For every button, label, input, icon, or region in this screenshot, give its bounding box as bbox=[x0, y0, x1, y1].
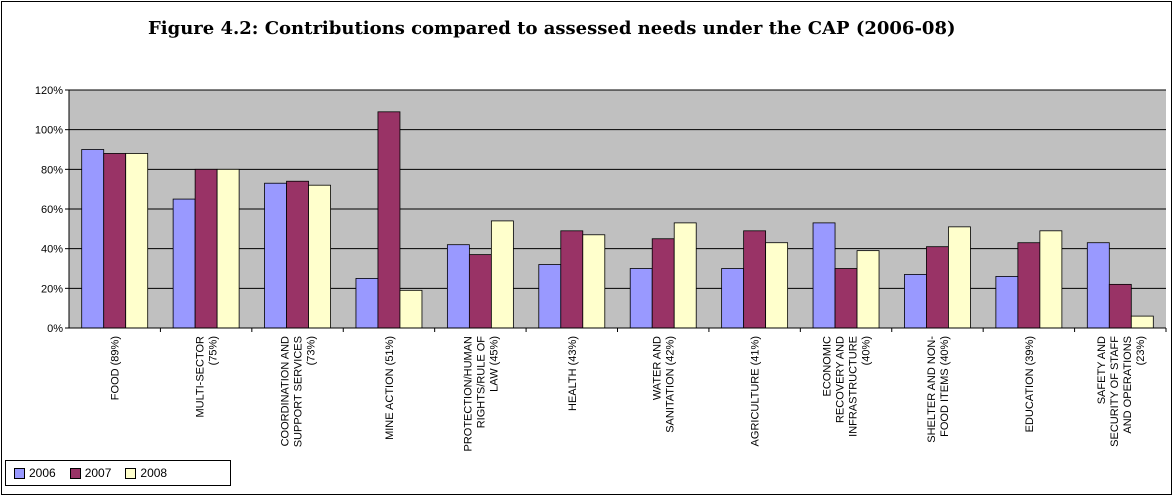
bar-2007 bbox=[834, 268, 858, 329]
x-category-label: HEALTH (43%) bbox=[567, 336, 579, 411]
bar-2008 bbox=[948, 226, 971, 329]
x-category-label: SHELTER AND NON- FOOD ITEMS (40%) bbox=[926, 336, 951, 443]
x-category-label: WATER AND SANITATION (42%) bbox=[652, 336, 677, 433]
figure-title: Figure 4.2: Contributions compared to as… bbox=[148, 18, 956, 39]
bar-2008 bbox=[673, 222, 697, 329]
legend-item-2007: 2007 bbox=[69, 466, 112, 480]
bar-2007 bbox=[1017, 242, 1041, 329]
y-tick-label: 60% bbox=[41, 204, 63, 216]
y-tick-label: 0% bbox=[47, 323, 63, 335]
x-category-label-line: COORDINATION AND bbox=[280, 336, 292, 446]
legend-item-2008: 2008 bbox=[125, 466, 167, 480]
x-category-label: PROTECTION/HUMAN RIGHTS/RULE OF LAW (45%) bbox=[462, 336, 500, 452]
legend-swatch bbox=[125, 467, 137, 479]
bar-2006 bbox=[995, 276, 1019, 329]
bar-2006 bbox=[264, 182, 287, 329]
bars bbox=[81, 111, 1154, 329]
legend-label: 2007 bbox=[84, 466, 112, 480]
x-category-label-line: LAW (45%) bbox=[488, 336, 500, 392]
bar-2006 bbox=[538, 264, 562, 329]
bar-2008 bbox=[1130, 315, 1154, 329]
y-tick-label: 40% bbox=[41, 244, 63, 256]
bar-2006 bbox=[1086, 242, 1110, 329]
legend-swatch bbox=[14, 467, 25, 479]
bar-2007 bbox=[926, 246, 949, 329]
legend-label: 2006 bbox=[29, 466, 56, 480]
legend-label: 2008 bbox=[140, 466, 168, 480]
bar-2007 bbox=[377, 111, 401, 329]
bar-2007 bbox=[1108, 283, 1132, 329]
x-category-label-line: PROTECTION/HUMAN bbox=[462, 336, 474, 452]
bar-2008 bbox=[582, 234, 606, 329]
y-tick-label: 20% bbox=[41, 283, 63, 295]
x-category-label-line: SANITATION (42%) bbox=[665, 336, 677, 433]
bar-2006 bbox=[721, 268, 745, 329]
x-category-label: ECONOMIC RECOVERY AND INFRASTRUCTURE (40%) bbox=[822, 336, 873, 437]
legend: 2006 2007 2008 bbox=[5, 460, 231, 486]
x-category-label-line: EDUCATION (39%) bbox=[1024, 336, 1036, 432]
x-category-label: COORDINATION AND SUPPORT SERVICES (73%) bbox=[280, 336, 318, 447]
bar-2007 bbox=[743, 230, 767, 329]
x-category-label-line: FOOD ITEMS (40%) bbox=[939, 336, 951, 437]
bar-2008 bbox=[1039, 230, 1063, 329]
x-category-label-line: MINE ACTION (51%) bbox=[384, 336, 396, 440]
y-tick-label: 80% bbox=[41, 164, 63, 176]
bar-2006 bbox=[446, 244, 470, 329]
bar-2007 bbox=[560, 230, 584, 329]
x-category-label-line: RIGHTS/RULE OF bbox=[475, 336, 487, 429]
bar-2007 bbox=[468, 254, 492, 329]
x-category-label: FOOD (89%) bbox=[110, 336, 122, 400]
x-category-label-line: AGRICULTURE (41%) bbox=[750, 336, 762, 446]
bar-2006 bbox=[629, 268, 653, 329]
y-axis-ticks: 0% 20% 40% 60% 80% 100% 120% bbox=[35, 85, 69, 335]
bar-2008 bbox=[765, 242, 789, 329]
legend-swatch bbox=[69, 467, 81, 479]
x-category-label-line: (75%) bbox=[208, 336, 220, 365]
x-category-label-line: (40%) bbox=[861, 336, 873, 365]
bar-2006 bbox=[81, 149, 105, 329]
x-category-label-line: HEALTH (43%) bbox=[567, 336, 579, 411]
x-category-label-line: RECOVERY AND bbox=[835, 336, 847, 423]
x-axis-labels: FOOD (89%) MULTI-SECTOR (75%) COORDINATION … bbox=[110, 328, 1167, 452]
bar-2007 bbox=[286, 180, 309, 329]
x-category-label: EDUCATION (39%) bbox=[1024, 336, 1036, 432]
gridlines bbox=[69, 89, 1166, 289]
bar-2006 bbox=[355, 278, 379, 329]
bar-2006 bbox=[904, 274, 927, 329]
x-category-label-line: SECURITY OF STAFF bbox=[1109, 336, 1121, 447]
x-category-label-line: SAFETY AND bbox=[1096, 336, 1108, 404]
x-category-label: MINE ACTION (51%) bbox=[384, 336, 396, 440]
x-category-label-line: (73%) bbox=[306, 336, 318, 365]
y-tick-label: 100% bbox=[35, 125, 63, 137]
x-category-label-line: FOOD (89%) bbox=[110, 336, 122, 400]
x-category-label: SAFETY AND SECURITY OF STAFF AND OPERATION… bbox=[1096, 336, 1147, 447]
bar-2008 bbox=[856, 250, 880, 329]
x-category-label-line: ECONOMIC bbox=[822, 336, 834, 397]
x-category-label: MULTI-SECTOR (75%) bbox=[195, 336, 220, 418]
x-category-label-line: SUPPORT SERVICES bbox=[293, 336, 305, 447]
bar-2006 bbox=[812, 222, 836, 329]
bar-2008 bbox=[216, 168, 240, 329]
bar-2007 bbox=[651, 238, 675, 329]
x-category-label-line: SHELTER AND NON- bbox=[926, 336, 938, 443]
y-tick-label: 120% bbox=[35, 85, 63, 97]
x-category-label: AGRICULTURE (41%) bbox=[750, 336, 762, 446]
x-category-label-line: WATER AND bbox=[652, 336, 664, 400]
x-category-label-line: INFRASTRUCTURE bbox=[848, 336, 860, 437]
bar-2007 bbox=[103, 153, 127, 329]
bar-2006 bbox=[172, 198, 196, 329]
bar-2008 bbox=[490, 220, 514, 329]
bar-2008 bbox=[125, 153, 149, 329]
x-category-label-line: AND OPERATIONS bbox=[1122, 336, 1134, 434]
legend-item-2006: 2006 bbox=[14, 466, 56, 480]
bar-2008 bbox=[399, 289, 423, 329]
bar-2007 bbox=[194, 168, 218, 329]
x-category-label-line: MULTI-SECTOR bbox=[195, 336, 207, 418]
x-category-label-line: (23%) bbox=[1135, 336, 1147, 365]
bar-2008 bbox=[308, 184, 331, 329]
